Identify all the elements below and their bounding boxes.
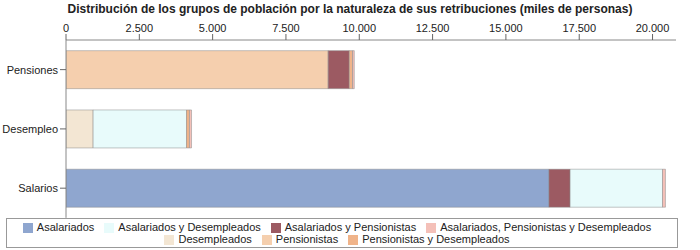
svg-text:0: 0: [63, 22, 69, 34]
svg-text:Salarios: Salarios: [18, 182, 58, 194]
html-text:Asalariados y Pensionistas: Asalariados y Pensionistas: [284, 220, 417, 233]
html-text:Asalariados, Pensionistas y De: Asalariados, Pensionistas y Desempleados: [440, 220, 652, 233]
svg-text:17.500: 17.500: [562, 22, 596, 34]
svg-text:Desempleo: Desempleo: [8, 123, 58, 135]
html-text:Pensionistas y Desempleados: Pensionistas y Desempleados: [362, 232, 510, 245]
svg-text:7.500: 7.500: [272, 22, 300, 34]
svg-text:12.500: 12.500: [416, 22, 450, 34]
html-text:Distribución de los grupos de: Distribución de los grupos de población …: [67, 2, 633, 16]
html-text:Desempleados: Desempleados: [178, 232, 252, 245]
svg-text:5.000: 5.000: [199, 22, 227, 34]
svg-text:15.000: 15.000: [489, 22, 523, 34]
svg-text:2.500: 2.500: [126, 22, 154, 34]
svg-text:10.000: 10.000: [342, 22, 376, 34]
svg-text:20.000: 20.000: [636, 22, 670, 34]
html-text:Asalariados: Asalariados: [36, 220, 95, 233]
html-text:Asalariados y Desempleados: Asalariados y Desempleados: [118, 220, 261, 233]
html-text:Pensionistas: Pensionistas: [275, 232, 339, 245]
svg-text:Pensiones: Pensiones: [8, 64, 58, 76]
